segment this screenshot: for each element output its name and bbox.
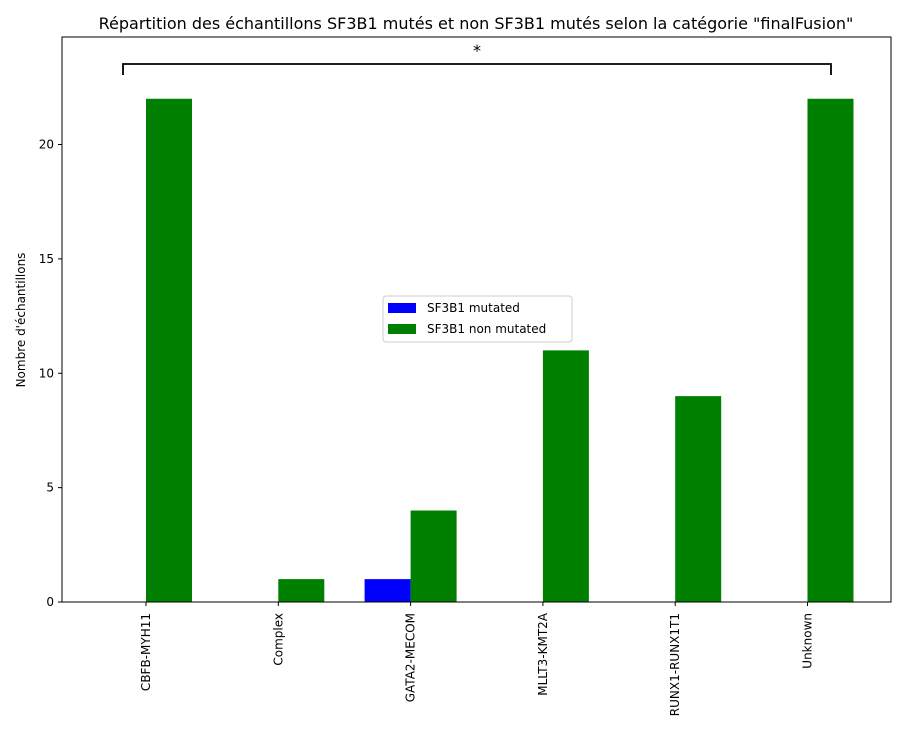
x-tick-label: MLLT3-KMT2A [536, 612, 550, 696]
bar-non-mutated-runx1-runx1t1 [675, 396, 722, 602]
legend-swatch [388, 303, 416, 313]
bar-non-mutated-mllt3-kmt2a [542, 350, 589, 602]
bar-non-mutated-cbfb-myh11 [146, 98, 192, 602]
x-tick-label: GATA2-MECOM [404, 613, 418, 702]
legend-label: SF3B1 mutated [427, 301, 520, 315]
chart-title: Répartition des échantillons SF3B1 mutés… [99, 14, 854, 33]
bar-non-mutated-unknown [807, 98, 854, 602]
bar-mutated-gata2-mecom [364, 579, 411, 602]
plot-frame [61, 36, 892, 603]
x-tick-label: RUNX1-RUNX1T1 [668, 613, 682, 716]
x-tick-label: CBFB-MYH11 [139, 613, 153, 691]
y-axis-label: Nombre d'échantillons [14, 253, 28, 388]
significance-label: * [473, 41, 481, 60]
bar-non-mutated-complex [278, 579, 325, 602]
x-tick-label: Unknown [801, 613, 815, 669]
y-tick-label: 10 [39, 366, 54, 380]
legend-label: SF3B1 non mutated [427, 322, 546, 336]
bar-non-mutated-gata2-mecom [410, 510, 457, 602]
y-tick-label: 5 [46, 481, 54, 495]
legend-swatch [388, 324, 416, 334]
legend-box [382, 295, 573, 343]
x-tick-label: Complex [271, 613, 285, 666]
y-tick-label: 0 [46, 595, 54, 609]
plot-area: 0 5 10 15 20 CBFB-MYH11 Complex GATA2-MECOM MLLT… [39, 36, 892, 716]
legend: SF3B1 mutated SF3B1 non mutated [382, 295, 573, 343]
y-tick-label: 20 [39, 138, 54, 152]
significance-bracket [122, 63, 832, 75]
y-tick-label: 15 [39, 252, 54, 266]
